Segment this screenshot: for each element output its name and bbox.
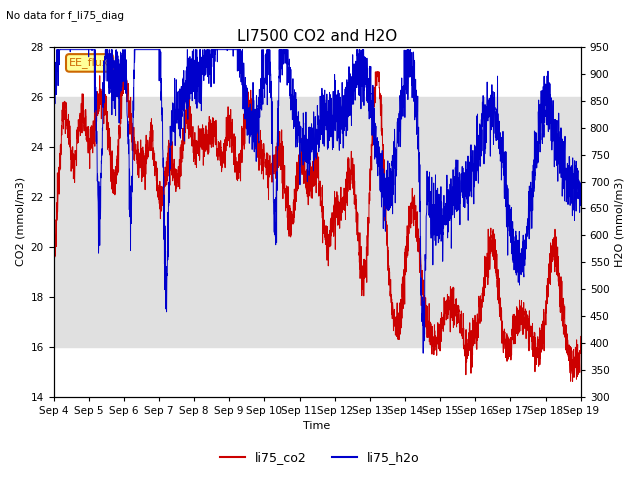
Title: LI7500 CO2 and H2O: LI7500 CO2 and H2O	[237, 29, 397, 44]
Bar	[54, 97, 580, 347]
Text: EE_flux: EE_flux	[69, 58, 110, 68]
Text: No data for f_li75_diag: No data for f_li75_diag	[6, 10, 124, 21]
X-axis label: Time: Time	[303, 421, 331, 432]
Y-axis label: H2O (mmol/m3): H2O (mmol/m3)	[615, 177, 625, 267]
Legend: li75_co2, li75_h2o: li75_co2, li75_h2o	[215, 446, 425, 469]
Y-axis label: CO2 (mmol/m3): CO2 (mmol/m3)	[15, 177, 25, 266]
